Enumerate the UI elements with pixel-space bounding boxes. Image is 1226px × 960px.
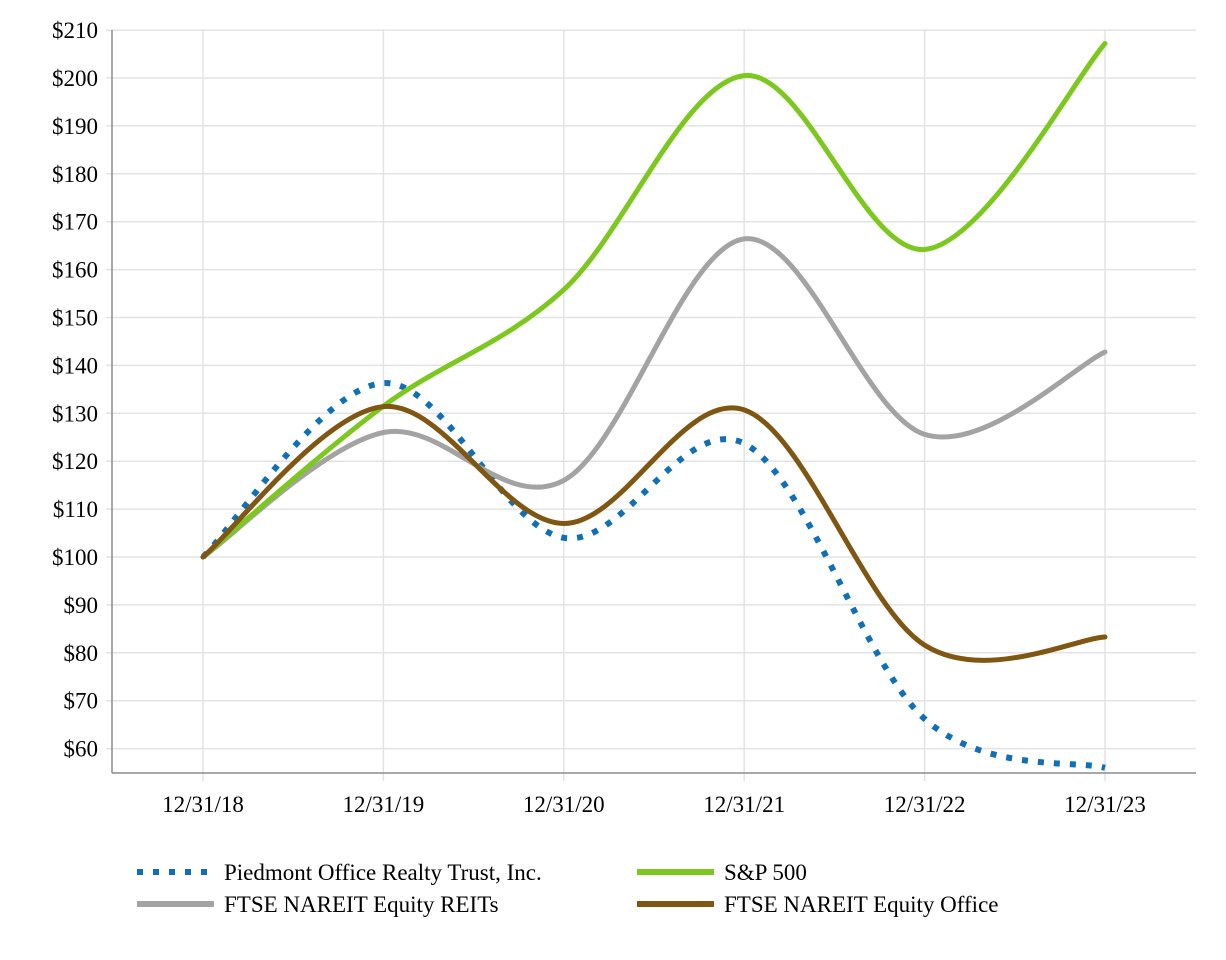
y-tick-label: $90 (64, 593, 99, 618)
legend: Piedmont Office Realty Trust, Inc. S&P 50… (137, 860, 998, 917)
y-tick-label: $120 (52, 449, 98, 474)
series-line-equity-reits (200, 236, 1108, 560)
series-line-piedmont (200, 380, 1106, 771)
vertical-gridlines (202, 30, 1106, 781)
series-line-equity-office (200, 404, 1108, 663)
y-tick-label: $200 (52, 66, 98, 91)
y-tick-label: $110 (53, 497, 98, 522)
legend-label-piedmont: Piedmont Office Realty Trust, Inc. (224, 860, 542, 885)
series-lines (200, 41, 1108, 771)
x-tick-label: 12/31/22 (884, 792, 966, 817)
y-tick-label: $150 (52, 306, 98, 331)
x-tick-label: 12/31/23 (1064, 792, 1146, 817)
axes (111, 30, 1196, 774)
y-tick-label: $80 (64, 641, 99, 666)
y-tick-label: $190 (52, 114, 98, 139)
series-line-sp500 (200, 41, 1108, 560)
y-tick-label: $170 (52, 210, 98, 235)
y-tick-label: $60 (64, 737, 99, 762)
horizontal-gridlines (106, 29, 1196, 750)
y-tick-label: $140 (52, 353, 98, 378)
legend-label-equity-office: FTSE NAREIT Equity Office (724, 892, 998, 917)
x-tick-label: 12/31/18 (162, 792, 244, 817)
y-tick-label: $160 (52, 258, 98, 283)
legend-label-equity-reits: FTSE NAREIT Equity REITs (224, 892, 499, 917)
x-tick-label: 12/31/21 (703, 792, 785, 817)
y-tick-label: $70 (64, 689, 99, 714)
y-tick-label: $180 (52, 162, 98, 187)
x-tick-labels: 12/31/18 12/31/19 12/31/20 12/31/21 12/31/22… (162, 792, 1146, 817)
y-tick-label: $130 (52, 401, 98, 426)
legend-label-sp500: S&P 500 (724, 860, 807, 885)
y-tick-label: $210 (52, 18, 98, 43)
x-tick-label: 12/31/20 (523, 792, 605, 817)
y-tick-labels: $60 $70 $80 $90 $100 $110 $120 $130 $140 $150 $160… (52, 18, 99, 762)
x-tick-label: 12/31/19 (343, 792, 425, 817)
y-tick-label: $100 (52, 545, 98, 570)
